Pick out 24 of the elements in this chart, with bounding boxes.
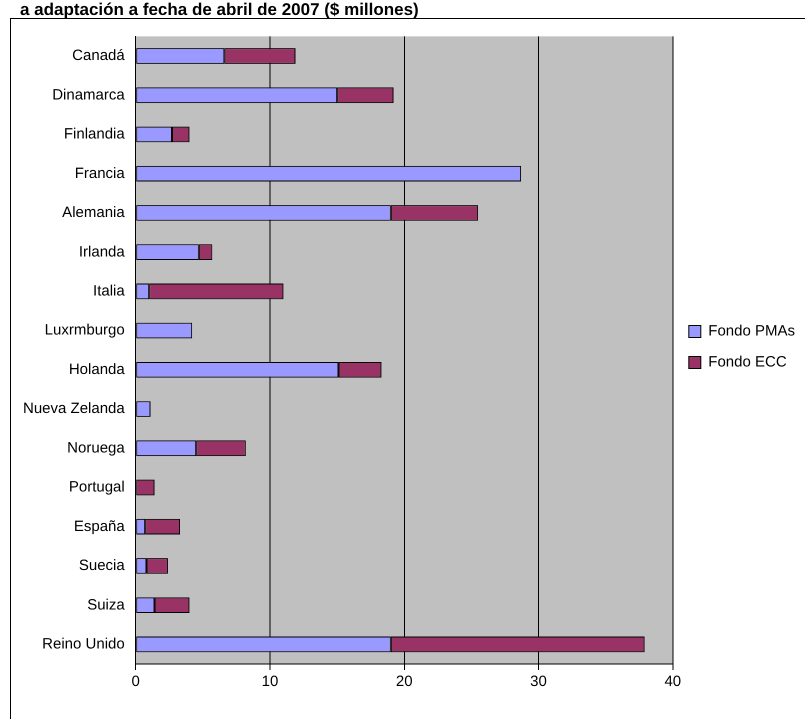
legend-label: Fondo ECC [708, 354, 787, 371]
y-tick-label: Dinamarca [52, 86, 126, 104]
y-tick-label: España [74, 518, 126, 535]
y-tick-label: Finlandia [64, 126, 126, 143]
x-tick-label: 0 [132, 673, 140, 690]
chart-title: a adaptación a fecha de abril de 2007 ($ millones) [20, 0, 419, 19]
x-tick-label: 30 [530, 673, 547, 690]
x-tick-label: 20 [396, 673, 413, 690]
y-tick-label: Alemania [62, 204, 126, 222]
y-tick-label: Reino Unido [42, 636, 125, 653]
legend-label: Fondo PMAs [708, 322, 796, 340]
y-tick-label: Portugal [68, 478, 125, 496]
y-tick-label: Luxrmburgo [44, 322, 125, 339]
y-tick-label: Italia [93, 282, 126, 300]
y-tick-label: Suecia [78, 557, 126, 574]
y-tick-label: Holanda [68, 360, 126, 378]
x-tick-label: 40 [664, 673, 682, 690]
y-tick-label: Nueva Zelanda [23, 400, 126, 418]
y-tick-label: Francia [74, 164, 126, 182]
x-tick-label: 10 [262, 673, 278, 690]
y-tick-label: Noruega [67, 439, 126, 456]
y-tick-label: Suiza [87, 596, 126, 614]
y-tick-label: Canadá [72, 47, 126, 64]
y-tick-label: Irlanda [78, 243, 126, 260]
